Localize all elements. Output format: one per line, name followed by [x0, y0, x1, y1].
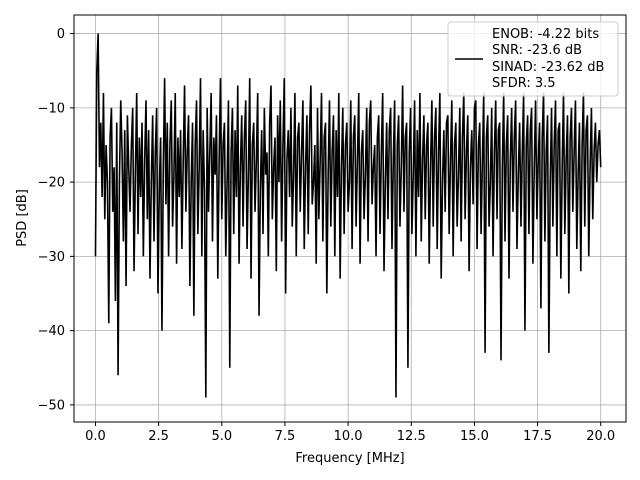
- psd-series-line: [94, 33, 602, 398]
- legend-entry-sinad: SINAD: -23.62 dB: [492, 60, 604, 75]
- y-tick-label: 0: [57, 27, 65, 42]
- y-tick-label: −10: [38, 101, 65, 116]
- legend-entry-enob: ENOB: -4.22 bits: [492, 27, 599, 42]
- x-tick-label: 5.0: [211, 429, 232, 444]
- legend-box: [447, 21, 619, 97]
- legend: ENOB: -4.22 bits SNR: -23.6 dB SINAD: -2…: [447, 21, 619, 97]
- x-tick-label: 10.0: [334, 429, 363, 444]
- x-tick-label: 2.5: [148, 429, 169, 444]
- legend-entry-sfdr: SFDR: 3.5: [492, 76, 556, 91]
- x-tick-label: 17.5: [523, 429, 552, 444]
- x-axis-label: Frequency [MHz]: [295, 451, 404, 466]
- legend-entry-snr: SNR: -23.6 dB: [492, 43, 582, 58]
- x-tick-label: 20.0: [586, 429, 615, 444]
- axes-frame: [73, 14, 627, 423]
- y-tick-label: −30: [38, 250, 65, 265]
- x-tick-label: 7.5: [275, 429, 296, 444]
- y-axis: 0 −10 −20 −30 −40 −50: [38, 27, 74, 413]
- y-tick-label: −40: [38, 324, 65, 339]
- x-tick-label: 12.5: [397, 429, 426, 444]
- x-tick-label: 0.0: [85, 429, 106, 444]
- x-tick-label: 15.0: [460, 429, 489, 444]
- x-axis: 0.0 2.5 5.0 7.5 10.0 12.5 15.0 17.5 20.0: [85, 422, 615, 444]
- plot-area: [94, 33, 602, 398]
- y-tick-label: −20: [38, 176, 65, 191]
- y-axis-label: PSD [dB]: [15, 189, 30, 247]
- y-tick-label: −50: [38, 398, 65, 413]
